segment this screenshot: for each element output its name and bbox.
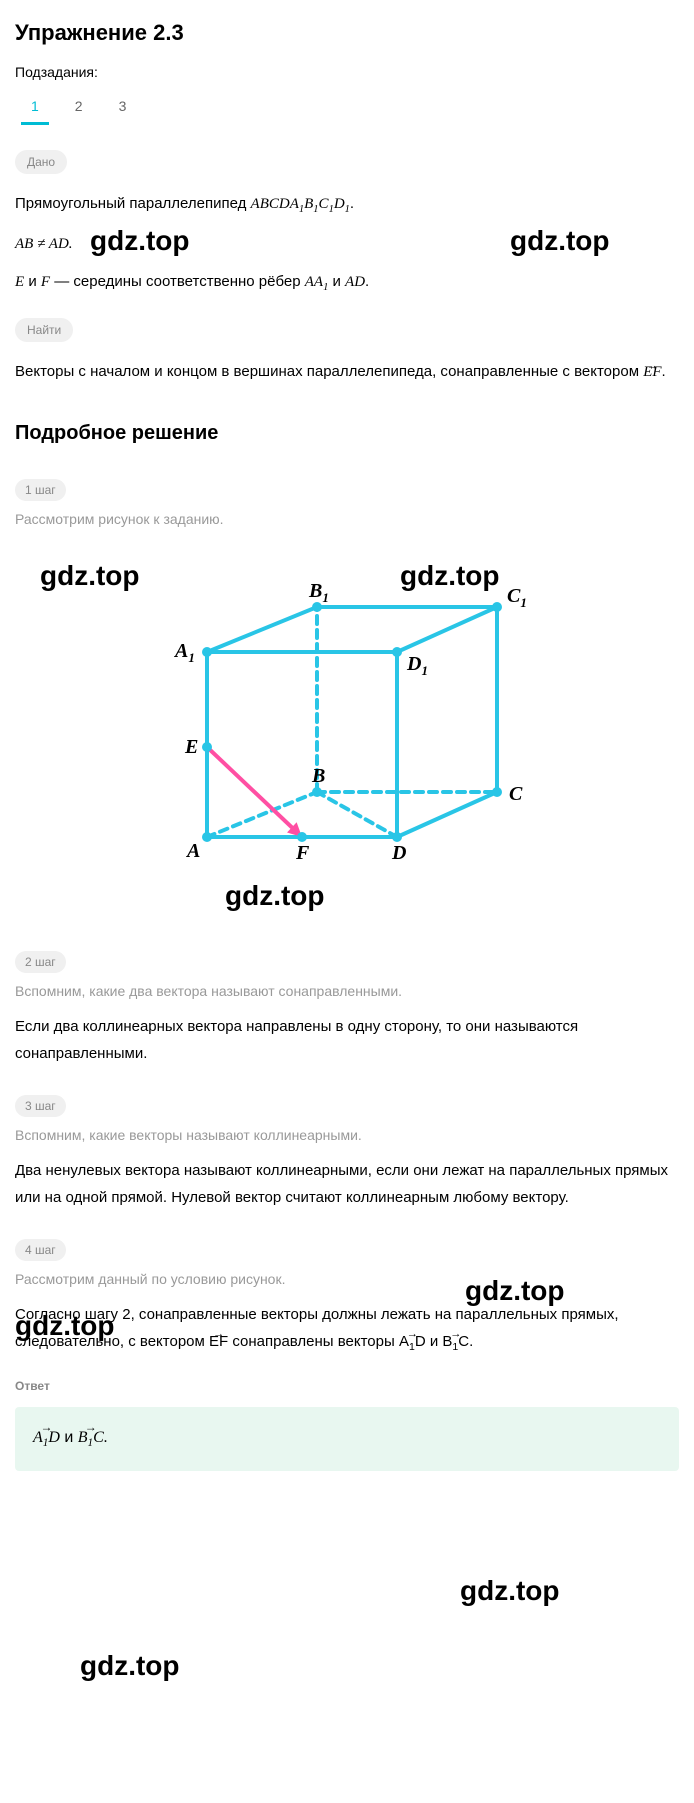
find-content: Векторы с началом и концом в вершинах па…: [15, 358, 679, 387]
given-text-1: Прямоугольный параллелепипед: [15, 195, 251, 212]
svg-text:D: D: [391, 842, 406, 864]
svg-text:D1: D1: [406, 653, 428, 678]
tab-2[interactable]: 2: [71, 92, 87, 124]
diagram: A D C B A1 D1 C1 B1 E F: [15, 557, 679, 877]
svg-text:C1: C1: [507, 585, 527, 610]
solution-title: Подробное решение: [15, 422, 679, 445]
step-4-note: Рассмотрим данный по условию рисунок.: [15, 1271, 679, 1287]
given-label: Дано: [15, 150, 67, 174]
step-2-note: Вспомним, какие два вектора называют сон…: [15, 983, 679, 999]
find-vector: EF: [643, 364, 661, 380]
find-text: Векторы с началом и концом в вершинах па…: [15, 363, 643, 380]
subtasks-label: Подзадания:: [15, 64, 679, 80]
given-math-1: ABCDA1B1C1D1: [251, 196, 350, 212]
svg-text:E: E: [184, 736, 198, 758]
given-math-ef: E: [15, 274, 24, 290]
step-3-text: Два ненулевых вектора называют коллинеар…: [15, 1157, 679, 1211]
given-math-2: AB ≠ AD.: [15, 236, 73, 252]
answer-box: A1D и B1C.: [15, 1407, 679, 1471]
given-text-3: — середины соответственно рёбер: [50, 273, 305, 290]
tabs-container: 1 2 3: [15, 92, 679, 125]
watermark: gdz.top: [460, 1575, 560, 1607]
tab-1[interactable]: 1: [27, 92, 43, 124]
watermark: gdz.top: [80, 1650, 180, 1682]
svg-text:B1: B1: [308, 580, 329, 605]
svg-text:A1: A1: [173, 640, 195, 665]
svg-text:B: B: [311, 765, 325, 787]
find-label: Найти: [15, 318, 73, 342]
step-2-label: 2 шаг: [15, 951, 66, 973]
step-3-note: Вспомним, какие векторы называют коллине…: [15, 1127, 679, 1143]
svg-text:F: F: [295, 842, 310, 864]
step-2-text: Если два коллинеарных вектора направлены…: [15, 1013, 679, 1067]
svg-text:A: A: [185, 840, 200, 862]
step-4-label: 4 шаг: [15, 1239, 66, 1261]
tab-3[interactable]: 3: [115, 92, 131, 124]
step-1-label: 1 шаг: [15, 479, 66, 501]
step-1-note: Рассмотрим рисунок к заданию.: [15, 511, 679, 527]
exercise-title: Упражнение 2.3: [15, 20, 679, 46]
watermark: gdz.top: [225, 880, 325, 912]
given-content: Прямоугольный параллелепипед ABCDA1B1C1D…: [15, 190, 679, 298]
step-3-label: 3 шаг: [15, 1095, 66, 1117]
step-4-text: Согласно шагу 2, сонаправленные векторы …: [15, 1301, 679, 1357]
svg-text:C: C: [509, 783, 523, 805]
answer-label: Ответ: [15, 1379, 679, 1393]
